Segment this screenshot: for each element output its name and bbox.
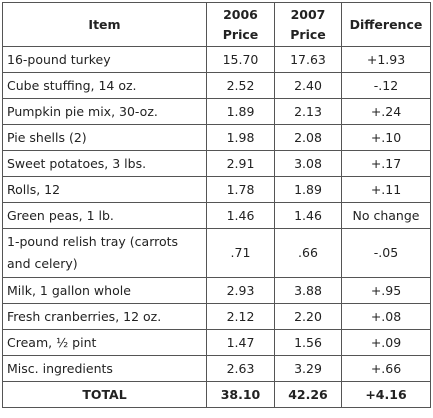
header-row: Item 2006 Price 2007 Price Difference <box>2 2 431 47</box>
table-row: Sweet potatoes, 3 lbs. 2.91 3.08 +.17 <box>2 150 431 177</box>
row-2006-price: 15.70 <box>206 46 275 73</box>
table-row: Misc. ingredients 2.63 3.29 +.66 <box>2 355 431 382</box>
table-row: Cube stuffing, 14 oz. 2.52 2.40 -.12 <box>2 72 431 99</box>
total-2006-price: 38.10 <box>206 381 275 408</box>
row-item: Green peas, 1 lb. <box>2 202 207 229</box>
table-row: 16-pound turkey 15.70 17.63 +1.93 <box>2 46 431 73</box>
price-table: Item 2006 Price 2007 Price Difference 16… <box>2 2 431 408</box>
row-2006-price: 1.46 <box>206 202 275 229</box>
row-item: Milk, 1 gallon whole <box>2 277 207 304</box>
price-comparison: Item 2006 Price 2007 Price Difference 16… <box>2 2 433 408</box>
header-item: Item <box>2 2 207 47</box>
row-2007-price: 2.40 <box>274 72 342 99</box>
row-difference: +.11 <box>341 176 431 203</box>
row-2006-price: 2.63 <box>206 355 275 382</box>
row-item: Pumpkin pie mix, 30-oz. <box>2 98 207 125</box>
row-2007-price: .66 <box>274 228 342 278</box>
row-difference: +.66 <box>341 355 431 382</box>
row-difference: -.05 <box>341 228 431 278</box>
table-row: Fresh cranberries, 12 oz. 2.12 2.20 +.08 <box>2 303 431 330</box>
row-2007-price: 1.56 <box>274 329 342 356</box>
row-item: Sweet potatoes, 3 lbs. <box>2 150 207 177</box>
row-2007-price: 3.08 <box>274 150 342 177</box>
row-difference: +.09 <box>341 329 431 356</box>
row-item: 1-pound relish tray (carrots and celery) <box>2 228 207 278</box>
row-2007-price: 1.89 <box>274 176 342 203</box>
row-2006-price: .71 <box>206 228 275 278</box>
row-2006-price: 2.52 <box>206 72 275 99</box>
table-row: Pumpkin pie mix, 30-oz. 1.89 2.13 +.24 <box>2 98 431 125</box>
table-row: Green peas, 1 lb. 1.46 1.46 No change <box>2 202 431 229</box>
row-2006-price: 1.78 <box>206 176 275 203</box>
row-difference: +1.93 <box>341 46 431 73</box>
row-item: Cream, ½ pint <box>2 329 207 356</box>
table-row: 1-pound relish tray (carrots and celery)… <box>2 228 431 278</box>
total-row: TOTAL 38.10 42.26 +4.16 <box>2 381 431 408</box>
header-2007-price: 2007 Price <box>274 2 342 47</box>
row-2007-price: 2.08 <box>274 124 342 151</box>
row-2007-price: 2.13 <box>274 98 342 125</box>
row-2006-price: 2.91 <box>206 150 275 177</box>
total-label: TOTAL <box>2 381 207 408</box>
total-difference: +4.16 <box>341 381 431 408</box>
total-2007-price: 42.26 <box>274 381 342 408</box>
header-difference: Difference <box>341 2 431 47</box>
row-2007-price: 2.20 <box>274 303 342 330</box>
row-item: Rolls, 12 <box>2 176 207 203</box>
row-2007-price: 3.88 <box>274 277 342 304</box>
row-2007-price: 17.63 <box>274 46 342 73</box>
row-difference: -.12 <box>341 72 431 99</box>
row-difference: +.17 <box>341 150 431 177</box>
row-2006-price: 2.12 <box>206 303 275 330</box>
header-2006-price: 2006 Price <box>206 2 275 47</box>
row-item: Misc. ingredients <box>2 355 207 382</box>
table-row: Pie shells (2) 1.98 2.08 +.10 <box>2 124 431 151</box>
row-2006-price: 1.98 <box>206 124 275 151</box>
row-2007-price: 1.46 <box>274 202 342 229</box>
row-item: 16-pound turkey <box>2 46 207 73</box>
row-2006-price: 1.47 <box>206 329 275 356</box>
row-difference: +.10 <box>341 124 431 151</box>
row-2006-price: 1.89 <box>206 98 275 125</box>
table-row: Rolls, 12 1.78 1.89 +.11 <box>2 176 431 203</box>
row-difference: +.95 <box>341 277 431 304</box>
row-item: Fresh cranberries, 12 oz. <box>2 303 207 330</box>
row-item: Pie shells (2) <box>2 124 207 151</box>
table-row: Cream, ½ pint 1.47 1.56 +.09 <box>2 329 431 356</box>
row-difference: +.08 <box>341 303 431 330</box>
row-difference: No change <box>341 202 431 229</box>
row-2007-price: 3.29 <box>274 355 342 382</box>
row-2006-price: 2.93 <box>206 277 275 304</box>
table-body: 16-pound turkey 15.70 17.63 +1.93 Cube s… <box>2 46 431 408</box>
table-row: Milk, 1 gallon whole 2.93 3.88 +.95 <box>2 277 431 304</box>
row-item: Cube stuffing, 14 oz. <box>2 72 207 99</box>
row-difference: +.24 <box>341 98 431 125</box>
